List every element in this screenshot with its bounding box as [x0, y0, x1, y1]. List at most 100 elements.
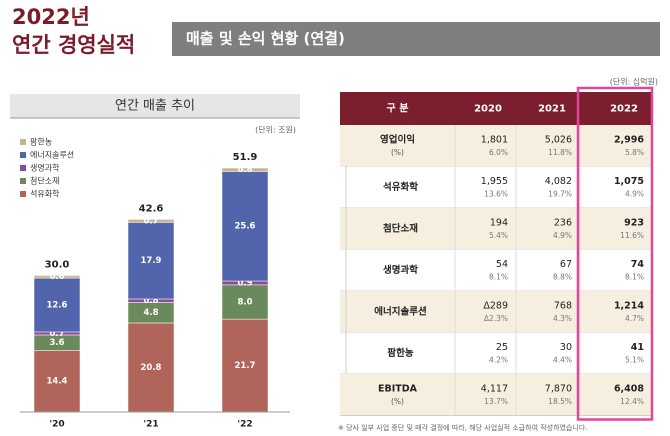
table-header	[340, 92, 652, 125]
cell-value: 54	[496, 259, 508, 270]
cell-value: 194	[490, 217, 508, 228]
cell-ratio: 11.6%	[620, 231, 644, 240]
cell-ratio: 8.1%	[489, 272, 508, 281]
cell-value: 6,408	[614, 383, 644, 394]
cell-value: 5,026	[545, 134, 572, 145]
cell-ratio: 8.8%	[553, 272, 572, 281]
row-label: 팜한농	[387, 347, 413, 359]
cell-value: 30	[560, 342, 572, 353]
cell-value: 1,214	[614, 300, 644, 311]
row-bg	[340, 291, 652, 333]
cell-ratio: Δ2.3%	[484, 314, 508, 323]
page-title: 연간 경영실적	[12, 33, 135, 57]
cell-ratio: 18.5%	[548, 397, 572, 406]
table-unit: (단위: 십억원)	[610, 77, 658, 87]
segment-label: 0.9	[237, 278, 252, 288]
bar-segment	[127, 222, 175, 300]
segment-label: 0.8	[143, 296, 158, 306]
row-bg	[340, 208, 652, 250]
segment-label: 14.4	[47, 377, 68, 387]
cell-ratio: 4.3%	[553, 314, 572, 323]
total-label: 30.0	[45, 259, 70, 270]
segment-label: 12.6	[47, 300, 68, 310]
cell-value: Δ289	[483, 300, 508, 311]
row-sub: (%)	[391, 397, 404, 406]
legend-swatch	[20, 178, 26, 184]
row-bg	[340, 125, 652, 167]
segment-label: 0.8	[237, 165, 252, 175]
year: 2022년	[12, 5, 90, 29]
cell-ratio: 5.8%	[625, 148, 644, 157]
segment-label: 20.8	[141, 363, 162, 373]
legend-swatch	[20, 165, 26, 171]
row-label: EBITDA	[378, 383, 418, 394]
header-cell: 2022	[610, 104, 638, 115]
x-tick-label: '22	[237, 420, 252, 430]
x-tick-label: '20	[49, 420, 64, 430]
bar-segment	[33, 275, 81, 279]
cell-ratio: 19.7%	[548, 189, 572, 198]
segment-label: 0.7	[49, 329, 64, 339]
x-tick-label: '21	[143, 420, 158, 430]
row-bg	[340, 374, 652, 416]
cell-ratio: 4.9%	[553, 231, 572, 240]
segment-label: 0.6	[49, 272, 64, 282]
cell-value: 7,870	[545, 383, 572, 394]
cell-value: 4,082	[545, 176, 572, 187]
header-cell: 구 분	[387, 103, 409, 115]
chart-unit: (단위: 조원)	[255, 125, 296, 135]
cell-value: 236	[554, 217, 572, 228]
segment-label: 0.7	[143, 216, 158, 226]
footnote: ※ 당사 일부 사업 중단 및 매각 결정에 따라, 해당 사업실적 소급하여 …	[338, 423, 588, 432]
cell-value: 923	[624, 217, 644, 228]
banner-text: 매출 및 손익 현황 (연결)	[186, 30, 345, 48]
cell-ratio: 4.9%	[625, 189, 644, 198]
segment-label: 3.6	[49, 338, 64, 348]
cell-ratio: 5.4%	[489, 231, 508, 240]
chart-title: 연간 매출 추이	[115, 99, 195, 114]
table: 구 분 2020 2021 2022 영업이익 (%) 1,801 6.0% 5,026 11.8…	[340, 86, 654, 421]
total-label: 51.9	[233, 152, 258, 163]
cell-value: 41	[631, 342, 644, 353]
bar-segment	[221, 167, 269, 172]
legend-label: 에너지솔루션	[30, 150, 74, 160]
segment-label: 21.7	[235, 361, 256, 371]
banner	[172, 22, 660, 56]
row-label: 석유화학	[383, 181, 418, 193]
legend-swatch	[20, 191, 26, 197]
cell-ratio: 12.4%	[620, 397, 644, 406]
bar-segment	[221, 171, 269, 282]
row-bg	[340, 249, 652, 291]
bar-segment	[127, 219, 175, 223]
cell-ratio: 11.8%	[548, 148, 572, 157]
chart: 팜한농에너지솔루션생명과학첨단소재석유화학14.43.60.712.60.630…	[20, 137, 290, 430]
cell-value: 768	[554, 300, 572, 311]
cell-value: 74	[631, 259, 645, 270]
cell-ratio: 4.4%	[553, 355, 572, 364]
cell-value: 1,801	[481, 134, 508, 145]
cell-value: 67	[560, 259, 572, 270]
row-label: 영업이익	[380, 133, 415, 145]
legend-swatch	[20, 139, 26, 145]
segment-label: 17.9	[141, 256, 162, 266]
legend-label: 팜한농	[30, 137, 52, 147]
cell-ratio: 4.7%	[625, 314, 644, 323]
header-cell: 2021	[538, 104, 566, 115]
segment-label: 8.0	[237, 297, 252, 307]
segment-label: 4.8	[143, 308, 158, 318]
cell-ratio: 13.6%	[484, 189, 508, 198]
chart-title-bar	[10, 94, 300, 118]
row-bg	[340, 166, 652, 208]
cell-value: 1,955	[481, 176, 508, 187]
segment-label: 25.6	[235, 222, 256, 232]
legend-swatch	[20, 152, 26, 158]
cell-ratio: 5.1%	[625, 355, 644, 364]
total-label: 42.6	[139, 203, 164, 214]
row-label: 첨단소재	[383, 222, 418, 234]
header-cell: 2020	[474, 104, 502, 115]
row-bg	[340, 332, 652, 374]
cell-ratio: 4.2%	[489, 355, 508, 364]
highlight-2022	[576, 86, 654, 421]
cell-value: 4,117	[481, 383, 508, 394]
bar-segment	[221, 318, 269, 413]
